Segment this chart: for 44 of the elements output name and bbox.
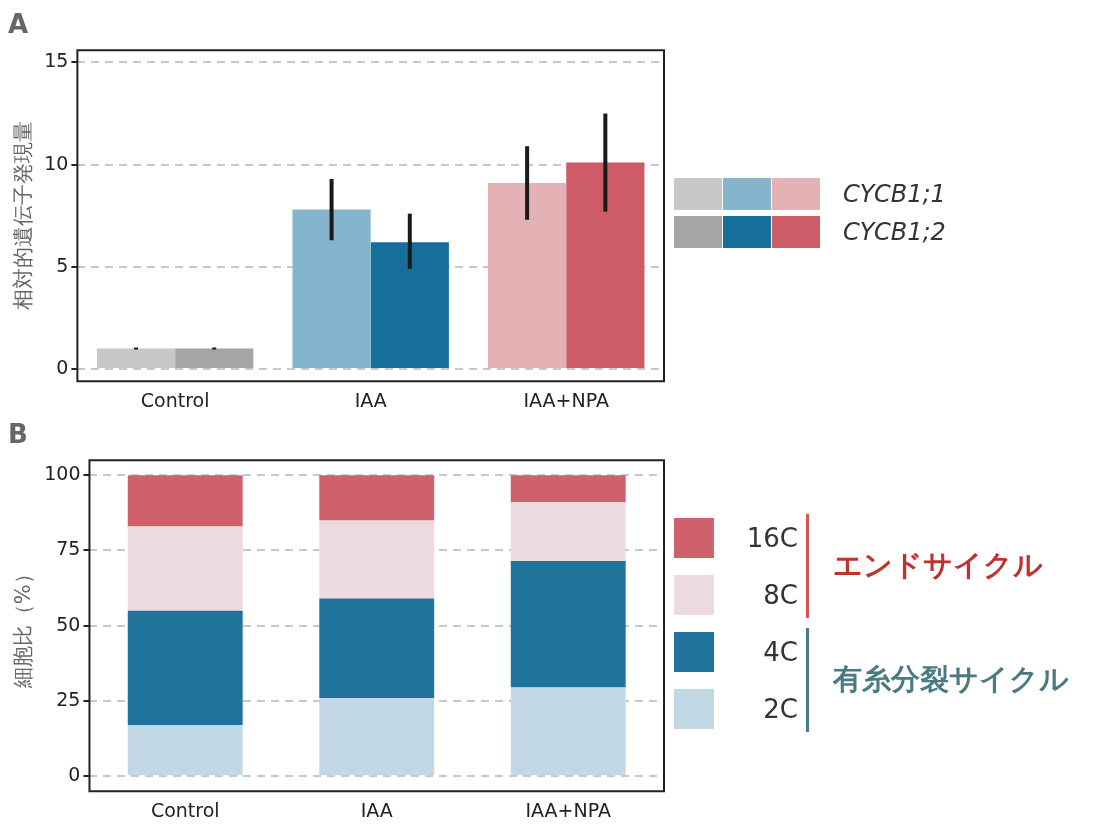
bar bbox=[510, 474, 626, 502]
bar bbox=[566, 162, 645, 368]
y-tick-label: 0 bbox=[56, 355, 69, 378]
x-tick-label: Control bbox=[150, 798, 220, 821]
bar bbox=[127, 724, 243, 775]
y-tick-label: 75 bbox=[56, 536, 81, 559]
y-axis-title: 細胞比（%） bbox=[11, 562, 36, 689]
bar bbox=[175, 348, 254, 368]
bar bbox=[319, 519, 435, 599]
legend-label: 8C bbox=[762, 579, 799, 610]
x-tick-label: IAA bbox=[354, 388, 387, 411]
x-tick-label: IAA+NPA bbox=[523, 388, 609, 411]
x-tick-label: IAA+NPA bbox=[525, 798, 611, 821]
bar bbox=[127, 474, 243, 526]
y-tick-label: 25 bbox=[56, 687, 81, 710]
bar bbox=[510, 686, 626, 775]
bar bbox=[488, 182, 567, 368]
bar bbox=[319, 598, 435, 698]
bar bbox=[127, 610, 243, 725]
chart-title: B bbox=[8, 418, 28, 449]
legend-label: 2C bbox=[762, 693, 799, 724]
legend-label: 4C bbox=[762, 636, 799, 667]
bar bbox=[370, 241, 449, 368]
bar bbox=[510, 501, 626, 561]
bar bbox=[510, 560, 626, 687]
y-tick-label: 5 bbox=[56, 253, 69, 276]
y-tick-label: 100 bbox=[44, 461, 81, 484]
chart-title: A bbox=[8, 8, 29, 39]
y-tick-label: 50 bbox=[56, 612, 81, 635]
bar bbox=[319, 474, 435, 520]
bar bbox=[319, 697, 435, 775]
y-tick-label: 15 bbox=[44, 48, 69, 71]
y-axis-title: 相対的遺伝子発現量 bbox=[11, 120, 36, 310]
y-tick-label: 10 bbox=[44, 151, 69, 174]
legend-label: CYCB1;2 bbox=[843, 218, 946, 246]
x-tick-label: IAA bbox=[360, 798, 393, 821]
bar bbox=[127, 525, 243, 611]
legend-label: 16C bbox=[745, 522, 799, 553]
text: エンドサイクル bbox=[833, 547, 1043, 584]
x-tick-label: Control bbox=[140, 388, 210, 411]
y-tick-label: 0 bbox=[68, 762, 81, 785]
legend-label: CYCB1;1 bbox=[843, 180, 946, 208]
bar bbox=[292, 209, 371, 368]
text: 有糸分裂サイクル bbox=[833, 661, 1069, 698]
